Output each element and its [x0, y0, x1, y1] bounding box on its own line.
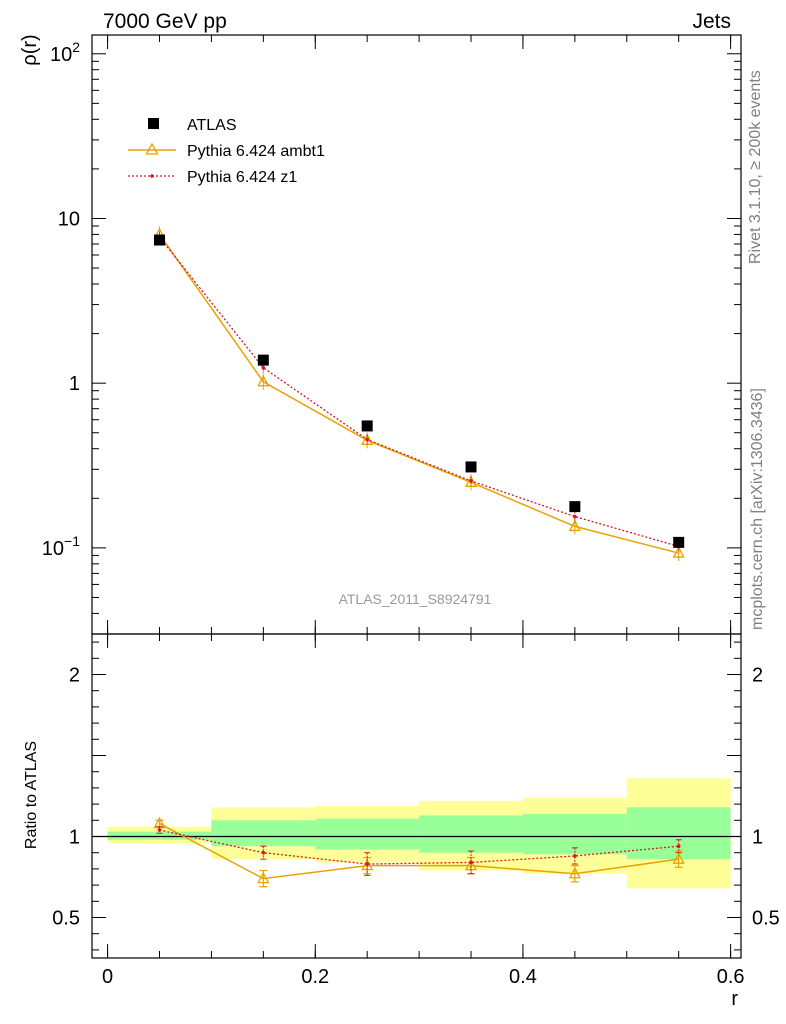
legend: ATLAS Pythia 6.424 ambt1 Pythia 6.424 z1: [128, 117, 325, 186]
x-tick-label: 0: [102, 966, 113, 988]
z1-point: [261, 365, 266, 370]
analysis-watermark: ATLAS_2011_S8924791: [339, 591, 492, 607]
legend-ambt1-label: Pythia 6.424 ambt1: [187, 143, 325, 160]
legend-atlas-marker: [148, 118, 159, 129]
ratio-z1-point: [676, 844, 681, 849]
atlas-data-point: [361, 420, 373, 432]
x-tick-label: 0.2: [301, 966, 329, 988]
atlas-data-point: [257, 354, 269, 366]
header-right-text: Jets: [692, 10, 731, 33]
ratio-inner-band: [419, 815, 523, 853]
main-y-tick-label: 10−1: [42, 533, 80, 560]
ratio-y-tick-label-right: 0.5: [752, 908, 780, 930]
z1-series-line: [158, 236, 679, 548]
ratio-z1-line: [159, 829, 679, 865]
main-y-tick-base: 10: [58, 208, 80, 230]
atlas-data-point: [465, 461, 477, 473]
main-y-tick-base: 1: [69, 373, 80, 395]
ratio-y-tick-label: 0.5: [52, 908, 80, 930]
ratio-y-tick-label: 1: [69, 827, 80, 849]
ratio-z1-point: [573, 854, 577, 858]
atlas-data-point: [153, 234, 165, 246]
ratio-y-tick-label-right: 1: [752, 827, 763, 849]
ambt1-series-line: [158, 234, 679, 554]
y-axis-title-ratio: Ratio to ATLAS: [23, 741, 40, 849]
x-axis-title: r: [731, 988, 738, 1010]
atlas-data-point: [569, 501, 581, 513]
ratio-ambt1-point: [568, 866, 581, 879]
main-y-tick-label: 1: [69, 373, 80, 395]
ratio-uncertainty-bands: [92, 778, 741, 889]
ratio-z1-point: [157, 828, 162, 832]
rivet-info-text: Rivet 3.1.10, ≥ 200k events: [747, 70, 764, 264]
ratio-axes: 0 0.2 0.4 0.6 0.5 0.5 1 1 2 2: [52, 633, 780, 988]
ratio-inner-band: [211, 820, 316, 847]
ratio-z1-point: [365, 862, 369, 866]
ratio-ambt1-point: [257, 871, 270, 884]
ratio-ambt1-point: [672, 852, 685, 864]
main-y-tick-base: 10: [42, 538, 64, 560]
ratio-plot: [153, 816, 685, 888]
ratio-y-tick-label: 2: [69, 665, 80, 687]
mcplots-info-text: mcplots.cern.ch [arXiv:1306.3436]: [749, 388, 766, 630]
main-y-tick-base: 10: [50, 44, 72, 66]
y-axis-title-main: ρ(r): [19, 34, 41, 65]
legend-z1-marker: [150, 174, 154, 178]
ratio-y-tick-label-right: 2: [752, 665, 763, 687]
header-left-text: 7000 GeV pp: [103, 10, 227, 33]
x-tick-label: 0.6: [717, 966, 745, 988]
ratio-z1-point: [469, 860, 473, 865]
ratio-ambt1-line: [159, 822, 679, 880]
atlas-data-point: [673, 536, 685, 548]
legend-ambt1-marker: [145, 142, 159, 155]
x-tick-label: 0.4: [509, 966, 537, 988]
main-y-tick-exponent: −1: [64, 533, 80, 549]
ratio-inner-band: [107, 831, 212, 840]
main-plot: [153, 226, 685, 562]
main-y-tick-label: 102: [50, 39, 80, 66]
legend-atlas-label: ATLAS: [187, 117, 237, 134]
main-y-tick-label: 10: [58, 208, 80, 230]
main-y-tick-exponent: 2: [72, 39, 80, 55]
ratio-inner-band: [315, 818, 420, 850]
ratio-frame: [91, 633, 742, 959]
ratio-z1-point: [261, 850, 266, 855]
legend-z1-label: Pythia 6.424 z1: [187, 169, 297, 186]
